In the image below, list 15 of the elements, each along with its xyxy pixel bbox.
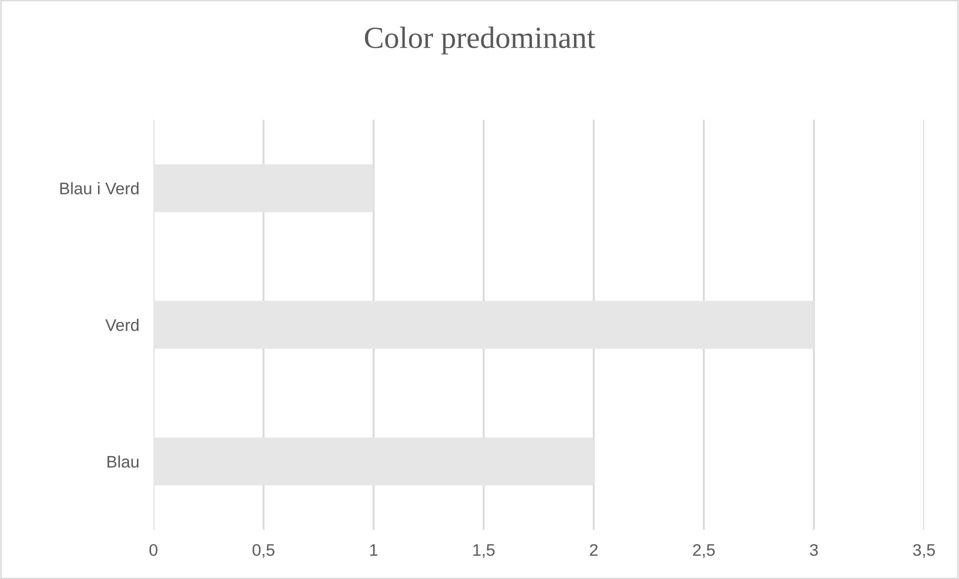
chart-title: Color predominant [364,26,596,54]
x-tick-label: 0 [149,544,158,556]
x-tick-label: 1 [370,544,378,556]
x-tick-label: 2,5 [693,544,715,558]
x-tick-label: 1,5 [473,544,495,558]
y-tick-label: Blau i Verd [60,182,138,194]
y-tick-label: Verd [105,318,138,332]
bar [153,164,374,212]
x-tick-label: 3,5 [913,544,935,558]
x-tick-label: 0,5 [252,544,274,558]
x-tick-label: 2 [590,544,598,556]
y-tick-label: Blau [108,455,138,468]
bar [153,300,814,349]
x-tick-label: 3 [810,544,818,556]
bar [153,438,594,486]
